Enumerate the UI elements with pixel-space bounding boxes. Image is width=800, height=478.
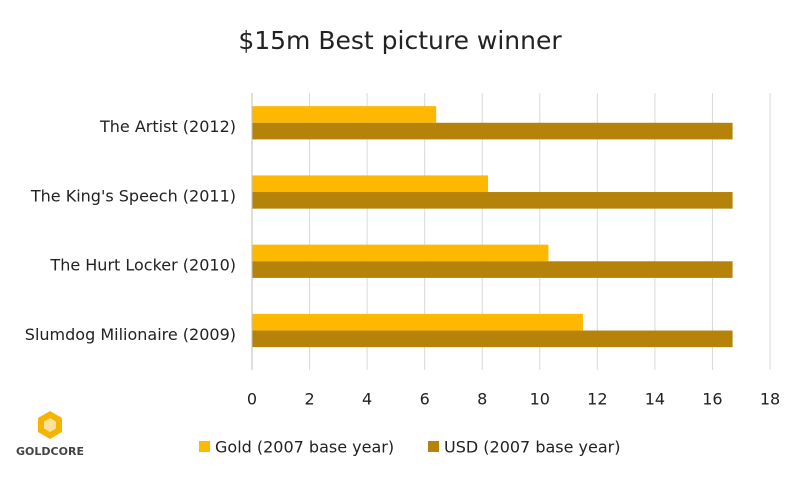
- x-tick-label: 8: [477, 390, 487, 409]
- bar: [252, 106, 437, 123]
- x-tick-label: 16: [702, 390, 722, 409]
- bar: [252, 192, 733, 209]
- legend-swatch: [428, 441, 439, 452]
- bar: [252, 244, 549, 262]
- x-tick-label: 14: [645, 390, 665, 409]
- x-tick-label: 10: [530, 390, 550, 409]
- brand-text: GOLDCORE: [16, 445, 84, 458]
- x-tick-label: 2: [304, 390, 314, 409]
- logo-icon-inner: [44, 418, 56, 432]
- bar: [252, 175, 488, 193]
- y-tick-label: The King's Speech (2011): [30, 186, 236, 205]
- legend-label: Gold (2007 base year): [215, 438, 394, 457]
- bar: [252, 122, 733, 140]
- bar: [252, 330, 733, 348]
- x-tick-label: 0: [247, 390, 257, 409]
- x-tick-label: 6: [420, 390, 430, 409]
- legend-label: USD (2007 base year): [444, 438, 620, 457]
- y-tick-label: Slumdog Milionaire (2009): [25, 325, 236, 344]
- x-tick-label: 18: [760, 390, 780, 409]
- y-tick-label: The Hurt Locker (2010): [49, 256, 236, 275]
- chart-title: $15m Best picture winner: [238, 26, 562, 55]
- bar: [252, 261, 733, 278]
- bar: [252, 313, 583, 331]
- legend-swatch: [199, 441, 210, 452]
- logo: GOLDCORE: [16, 411, 84, 458]
- x-tick-label: 4: [362, 390, 372, 409]
- x-tick-label: 12: [587, 390, 607, 409]
- y-tick-label: The Artist (2012): [99, 117, 236, 136]
